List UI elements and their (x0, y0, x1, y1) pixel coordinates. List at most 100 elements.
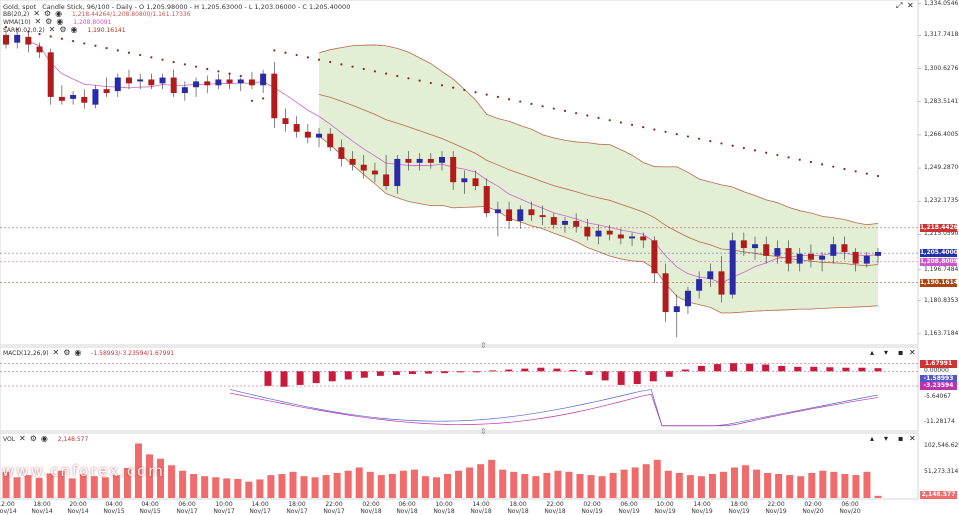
price-tag[interactable]: 1,190.16141 (920, 278, 959, 287)
candle-body (371, 170, 378, 175)
sar-dot (373, 70, 377, 73)
candle-body (92, 89, 99, 105)
sar-dot (27, 30, 30, 33)
candle-body (36, 46, 43, 53)
macd-tag: -3.23594 (920, 382, 957, 391)
sar-dot (71, 39, 75, 43)
sar-dot (38, 33, 41, 36)
settings-icon[interactable]: ⚙ (43, 9, 52, 18)
candle-body (752, 244, 759, 249)
close-icon[interactable]: ✕ (33, 9, 40, 18)
volume-bar (543, 472, 551, 498)
sar-dot (161, 58, 164, 61)
volume-bar (289, 471, 297, 498)
candle-body (137, 79, 144, 82)
candle-body (472, 178, 479, 187)
macd-histogram-bar (858, 367, 866, 372)
maximize-icon[interactable]: ▪ (898, 434, 904, 443)
date-label: Nov/18 (360, 508, 382, 515)
close-icon[interactable]: ✕ (907, 1, 914, 10)
candle-body (617, 234, 624, 239)
settings-icon[interactable]: ⚙ (59, 25, 67, 34)
candle-body (651, 240, 658, 274)
macd-histogram-bar (505, 369, 513, 372)
expand-icon[interactable]: ⤢ (896, 1, 903, 10)
candle-body (640, 236, 647, 241)
candle-body (561, 220, 568, 225)
time-tick-label: 06:00 Nov/18 (392, 501, 422, 515)
macd-histogram-bar (746, 363, 754, 372)
time-label: 22:00 (546, 501, 564, 508)
close-icon[interactable]: ✕ (19, 434, 26, 443)
close-icon[interactable]: ✕ (48, 25, 56, 34)
sar-dot (273, 49, 276, 52)
sar-dot (876, 174, 880, 178)
sar-dot (440, 84, 444, 87)
macd-legend[interactable]: MACD(12,26,9) ✕ ⚙ ◉ -1.58993/-3.23594/1.67… (3, 348, 174, 358)
splitter-handle[interactable]: ⇕ (480, 427, 487, 436)
sar-dot (284, 51, 287, 54)
visibility-icon[interactable]: ◉ (55, 9, 63, 18)
sar-dot (317, 58, 321, 61)
settings-icon[interactable]: ⚙ (29, 434, 37, 443)
settings-icon[interactable]: ⚙ (63, 348, 71, 357)
candle-body (718, 271, 725, 295)
volume-bar (168, 465, 176, 498)
time-label: 06:00 (398, 501, 416, 508)
indicator-legend-bb[interactable]: BB(20,2) ✕ ⚙ ◉ 1,218.44264/1,208.80800/1,1… (3, 9, 191, 19)
settings-icon[interactable]: ⚙ (45, 17, 53, 26)
volume-bar (587, 475, 595, 498)
sar-dot (541, 105, 544, 108)
date-label: Nov/20 (802, 508, 824, 515)
date-label: Nov/19 (581, 508, 603, 515)
volume-bar (179, 470, 187, 498)
price-tick-label: 1,232.17354 (924, 197, 959, 205)
visibility-icon[interactable]: ◉ (74, 348, 82, 357)
candle-body (14, 34, 21, 43)
candle-body (539, 215, 546, 218)
move-up-icon[interactable]: ▴ (870, 434, 875, 443)
price-tick-label: 1,163.71849 (924, 329, 959, 337)
move-up-icon[interactable]: ▴ (870, 348, 875, 357)
close-icon[interactable]: ✕ (52, 348, 60, 357)
move-down-icon[interactable]: ▾ (884, 348, 889, 357)
volume-legend[interactable]: VOL ✕ ⚙ ◉ 2,148.577 (3, 434, 88, 444)
maximize-icon[interactable]: ▪ (898, 348, 904, 357)
indicator-legend-wma[interactable]: WMA(10) ✕ ⚙ ◉ 1,208.80091 (3, 17, 111, 27)
sar-dot (329, 60, 332, 64)
candle-body (383, 174, 390, 187)
volume-bar (355, 467, 363, 498)
instrument-title: Gold, spot (3, 3, 37, 11)
time-tick-label: 22:00 Nov/19 (761, 501, 791, 515)
bollinger-band-fill (319, 44, 878, 314)
candle-body (696, 279, 703, 291)
date-label: Nov/14 (31, 508, 53, 515)
splitter-handle[interactable]: ⇕ (480, 341, 487, 350)
time-label: 10:00 (656, 501, 674, 508)
volume-bar (2, 471, 10, 498)
indicator-legend-sar[interactable]: SAR(0.02,0.2) ✕ ⚙ ◉ 1,190.16141 (3, 25, 126, 35)
volume-bar (267, 475, 275, 498)
visibility-icon[interactable]: ◉ (70, 25, 78, 34)
close-icon[interactable]: ✕ (909, 434, 916, 443)
move-down-icon[interactable]: ▾ (884, 434, 889, 443)
visibility-icon[interactable]: ◉ (56, 17, 64, 26)
volume-bar (223, 478, 231, 498)
price-tag[interactable]: 1,205.40000 (920, 249, 959, 258)
candle-body (606, 230, 613, 235)
candle-body (103, 89, 110, 94)
volume-bar (521, 474, 529, 498)
price-tag[interactable]: 1,218.44264 (920, 223, 959, 232)
macd-title: MACD(12,26,9) (3, 350, 49, 357)
visibility-icon[interactable]: ◉ (40, 434, 48, 443)
date-label: Nov/18 (470, 508, 492, 515)
candle-body (774, 248, 781, 256)
volume-bar (13, 477, 21, 498)
sar-dot (172, 60, 175, 64)
close-icon[interactable]: ✕ (34, 17, 42, 26)
price-tag[interactable]: 1,208.80091 (920, 257, 959, 266)
time-label: 10:00 (215, 501, 233, 508)
close-icon[interactable]: ✕ (909, 348, 916, 357)
time-tick-label: 10:00 Nov/18 (429, 501, 459, 515)
volume-bar (79, 474, 87, 498)
